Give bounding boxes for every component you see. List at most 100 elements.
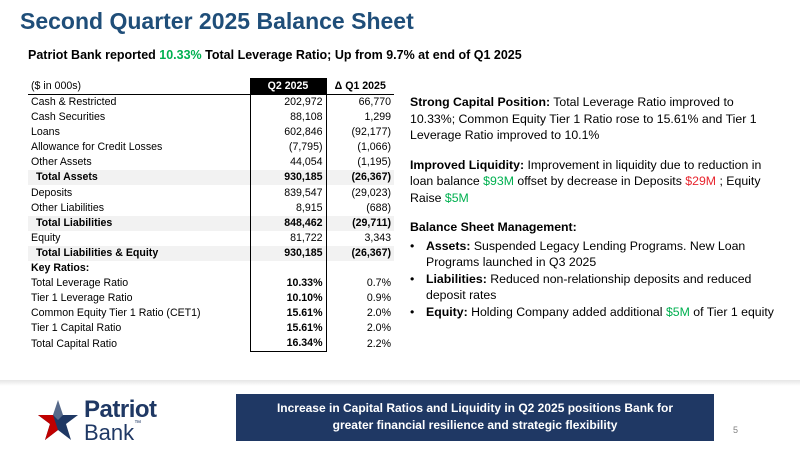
row-label: Deposits [31,186,73,199]
row-q2 [249,260,327,277]
liquidity-paragraph: Improved Liquidity: Improvement in liqui… [410,157,780,207]
row-label: Cash Securities [31,111,106,124]
row-label: Total Capital Ratio [31,337,117,350]
row-change: 2.2% [366,337,391,350]
row-change: 0.9% [366,292,391,305]
row-label: Common Equity Tier 1 Ratio (CET1) [31,307,201,320]
ratio-row: Tier 1 Capital Ratio 15.61% 2.0% [28,321,394,337]
row-q2: 930,185 [249,170,327,186]
row-q2: 930,185 [249,245,327,261]
row-q2: 16.34% [249,336,327,353]
row-label: Cash & Restricted [31,96,117,108]
row-label: Total Assets [28,170,250,186]
row-q2: 15.61% [249,306,327,322]
management-heading: Balance Sheet Management: [410,220,577,234]
page-number: 5 [733,425,739,435]
callout-line1: Increase in Capital Ratios and Liquidity… [276,401,674,415]
row-q2: 10.10% [249,291,327,307]
logo-line2: Bank™ [84,420,141,446]
table-row: Allowance for Credit Losses (7,795) (1,066… [28,140,394,156]
bullet-dot: • [410,271,415,286]
callout-line2: greater financial resilience and strateg… [332,418,618,432]
bullet-equity: • Equity: Holding Company added additiona… [410,304,780,321]
section-row: Key Ratios: [28,260,394,277]
row-change [326,261,394,276]
table-row: Other Liabilities 8,915 (688) [28,200,394,216]
subtitle-highlight: 10.33% [159,48,202,62]
header-q2: Q2 2025 [249,78,327,95]
row-q2: 10.33% [249,276,327,292]
logo-line1: Patriot [84,396,157,423]
equity-raise-amount: $5M [444,190,469,205]
equity-added-amount: $5M [665,304,690,319]
deposit-amount: $29M [685,174,717,188]
table-row: Other Assets 44,054 (1,195) [28,155,394,171]
balance-sheet-table: ($ in 000s) Q2 2025 Δ Q1 2025 Cash & Res… [28,78,394,353]
table-row: Loans 602,846 (92,177) [28,125,394,141]
subtitle: Patriot Bank reported 10.33% Total Lever… [28,48,522,62]
liquidity-text3: ; Equity Raise [410,174,761,205]
row-q2: 88,108 [249,110,327,126]
table-row: Cash Securities 88,108 1,299 [28,110,394,126]
row-q2: 602,846 [249,125,327,141]
row-change: (1,066) [357,141,391,154]
row-q2: 15.61% [249,321,327,337]
row-change: 2.0% [366,322,391,335]
equity-text1: Holding Company added additional [467,304,666,319]
row-q2: 8,915 [249,200,327,216]
liquidity-heading: Improved Liquidity: [410,157,525,172]
row-change: 0.7% [366,277,391,290]
row-change: (92,177) [351,126,391,139]
footer-divider [0,380,800,386]
bullet-dot: • [410,238,415,253]
row-change: (29,711) [326,215,394,231]
ratio-row: Common Equity Tier 1 Ratio (CET1) 15.61% 2… [28,306,394,322]
bullet-dot: • [410,304,415,319]
management-bullets: • Assets: Suspended Legacy Lending Progra… [410,238,780,321]
row-label: Tier 1 Capital Ratio [31,322,122,335]
logo-bank: Bank [84,420,135,445]
subtitle-suffix: Total Leverage Ratio; Up from 9.7% at en… [201,48,522,62]
capital-heading: Strong Capital Position: [410,95,551,109]
equity-heading: Equity: [426,304,468,319]
row-change: (29,023) [351,186,391,199]
row-change: (26,367) [326,245,394,261]
row-label: Equity [31,231,61,244]
row-q2: (7,795) [249,140,327,156]
capital-text: Total Leverage Ratio improved to 10.33%;… [410,95,757,142]
liabilities-text: Reduced non-relationship deposits and re… [426,271,752,303]
commentary: Strong Capital Position: Total Leverage … [410,94,780,320]
row-change: 3,343 [364,231,391,244]
star-icon [38,400,78,440]
capital-paragraph: Strong Capital Position: Total Leverage … [410,94,780,144]
assets-text: Suspended Legacy Lending Programs. New L… [426,238,746,270]
liabilities-heading: Liabilities: [426,271,487,286]
header-change: Δ Q1 2025 [334,79,386,92]
page-title: Second Quarter 2025 Balance Sheet [20,8,414,34]
row-label: Allowance for Credit Losses [31,141,163,154]
ratio-row: Tier 1 Leverage Ratio 10.10% 0.9% [28,291,394,307]
row-change: 66,770 [358,96,391,108]
liquidity-text2: offset by decrease in Deposits [513,174,686,188]
table-header-row: ($ in 000s) Q2 2025 Δ Q1 2025 [28,78,394,95]
row-q2: 202,972 [249,94,327,110]
bullet-liabilities: • Liabilities: Reduced non-relationship d… [410,271,780,304]
ratio-row: Total Capital Ratio 16.34% 2.2% [28,336,394,353]
row-change: 1,299 [364,111,391,124]
row-q2: 44,054 [249,155,327,171]
equity-text2: of Tier 1 equity [689,304,774,319]
logo-tm: ™ [134,420,142,427]
callout-banner: Increase in Capital Ratios and Liquidity… [236,394,714,441]
row-change: (1,195) [357,156,391,169]
header-label: ($ in 000s) [31,79,82,92]
row-label: Total Leverage Ratio [31,277,129,290]
row-label: Total Liabilities & Equity [28,245,250,261]
row-change: (688) [366,201,391,214]
total-row: Total Liabilities 848,462 (29,711) [28,215,394,231]
row-change: (26,367) [326,170,394,186]
table-row: Equity 81,722 3,343 [28,230,394,246]
row-label: Other Assets [31,156,92,169]
assets-heading: Assets: [426,238,471,253]
row-label: Loans [31,126,60,139]
table-row: Cash & Restricted 202,972 66,770 [28,94,394,110]
